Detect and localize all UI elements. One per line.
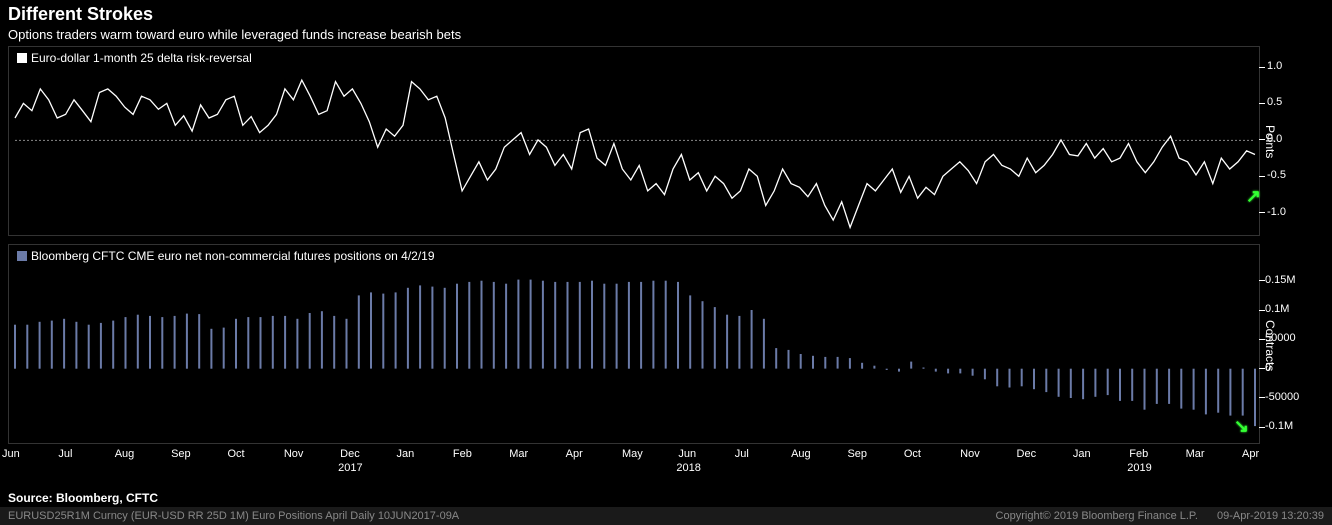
- top-tick-label: -0.5: [1267, 169, 1299, 181]
- x-month-label: Nov: [284, 448, 304, 460]
- x-year-label: 2019: [1127, 462, 1151, 474]
- top-chart-svg: [9, 47, 1261, 237]
- bottom-tick-label: -50000: [1265, 391, 1309, 403]
- x-month-label: Aug: [115, 448, 135, 460]
- bar-swatch: [17, 251, 27, 261]
- bottom-chart-svg: [9, 245, 1261, 445]
- x-month-label: Jul: [58, 448, 72, 460]
- bottom-chart-panel: Bloomberg CFTC CME euro net non-commerci…: [8, 244, 1260, 444]
- x-month-label: Dec: [340, 448, 360, 460]
- source-text: Source: Bloomberg, CFTC: [8, 491, 158, 505]
- footer-copyright: Copyright© 2019 Bloomberg Finance L.P.: [996, 510, 1198, 522]
- bottom-tick-label: 0.1M: [1265, 303, 1309, 315]
- x-month-label: Mar: [509, 448, 528, 460]
- top-tick-mark: [1259, 176, 1265, 177]
- x-month-label: Dec: [1017, 448, 1037, 460]
- footer-ticker: EURUSD25R1M Curncy (EUR-USD RR 25D 1M) E…: [8, 510, 459, 522]
- bottom-legend-label: Bloomberg CFTC CME euro net non-commerci…: [31, 249, 435, 263]
- footer-bar: EURUSD25R1M Curncy (EUR-USD RR 25D 1M) E…: [0, 507, 1332, 525]
- top-tick-mark: [1259, 67, 1265, 68]
- x-year-label: 2018: [676, 462, 700, 474]
- top-tick-label: 0.5: [1267, 96, 1299, 108]
- x-year-label: 2017: [338, 462, 362, 474]
- chart-title: Different Strokes: [0, 0, 1332, 25]
- x-month-label: Aug: [791, 448, 811, 460]
- top-tick-mark: [1259, 103, 1265, 104]
- x-month-label: Apr: [1242, 448, 1259, 460]
- line-swatch: [17, 53, 27, 63]
- top-chart-panel: Euro-dollar 1-month 25 delta risk-revers…: [8, 46, 1260, 236]
- x-month-label: Jun: [678, 448, 696, 460]
- x-month-label: Jan: [1073, 448, 1091, 460]
- x-month-label: May: [622, 448, 643, 460]
- x-month-label: Feb: [453, 448, 472, 460]
- x-month-label: Oct: [227, 448, 244, 460]
- top-arrow-icon: ↗: [1246, 186, 1261, 207]
- footer-timestamp: 09-Apr-2019 13:20:39: [1217, 510, 1324, 522]
- x-month-label: Oct: [904, 448, 921, 460]
- bottom-tick-label: -0.1M: [1265, 420, 1309, 432]
- x-month-label: Jun: [2, 448, 20, 460]
- bottom-tick-label: 0.15M: [1265, 274, 1309, 286]
- top-tick-mark: [1259, 139, 1265, 140]
- chart-subtitle: Options traders warm toward euro while l…: [0, 25, 1332, 48]
- top-tick-mark: [1259, 212, 1265, 213]
- x-month-label: Sep: [847, 448, 867, 460]
- bottom-legend: Bloomberg CFTC CME euro net non-commerci…: [17, 249, 435, 263]
- x-month-label: Mar: [1186, 448, 1205, 460]
- top-tick-label: 1.0: [1267, 60, 1299, 72]
- x-month-label: Jul: [735, 448, 749, 460]
- top-tick-label: -1.0: [1267, 206, 1299, 218]
- top-legend-label: Euro-dollar 1-month 25 delta risk-revers…: [31, 51, 252, 65]
- bottom-tick-label: 0: [1265, 362, 1309, 374]
- bottom-arrow-icon: ↘: [1234, 416, 1249, 437]
- top-tick-label: 0.0: [1267, 133, 1299, 145]
- x-month-label: Sep: [171, 448, 191, 460]
- x-axis: JunJulAugSepOctNovDecJanFebMarAprMayJunJ…: [8, 448, 1260, 478]
- x-month-label: Apr: [566, 448, 583, 460]
- x-month-label: Feb: [1129, 448, 1148, 460]
- x-month-label: Jan: [397, 448, 415, 460]
- bottom-tick-label: 50000: [1265, 332, 1309, 344]
- top-legend: Euro-dollar 1-month 25 delta risk-revers…: [17, 51, 252, 65]
- x-month-label: Nov: [960, 448, 980, 460]
